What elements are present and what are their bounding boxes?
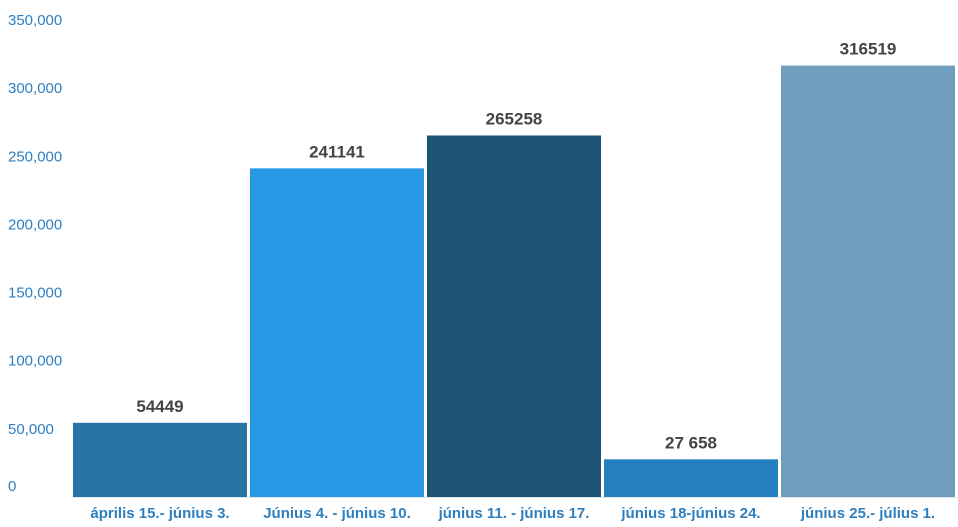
y-tick-label: 100,000	[8, 353, 62, 370]
bar	[781, 65, 955, 497]
bar	[427, 135, 601, 497]
bar	[73, 422, 247, 497]
bar-value-label: 265258	[486, 109, 543, 128]
y-tick-label: 300,000	[8, 80, 62, 97]
y-tick-label: 350,000	[8, 12, 62, 29]
y-tick-label: 0	[8, 478, 16, 495]
x-tick-label: június 11. - június 17.	[438, 505, 590, 522]
bar	[250, 168, 424, 498]
x-tick-label: június 18-június 24.	[620, 505, 760, 522]
x-axis: április 15.- június 3. Június 4. - június…	[73, 497, 958, 522]
bar-value-label: 316519	[840, 40, 897, 59]
bars	[73, 65, 955, 498]
x-tick-label: április 15.- június 3.	[90, 505, 229, 522]
bar-value-label: 27 658	[665, 433, 717, 452]
bar-value-label: 241141	[309, 142, 365, 161]
y-tick-label: 250,000	[8, 148, 62, 165]
x-tick-label: június 25.- július 1.	[800, 505, 935, 522]
bar	[604, 459, 778, 497]
data-labels: 54449 241141 265258 27 658 316519	[136, 40, 896, 453]
y-axis: 0 50,000 100,000 150,000 200,000 250,000 300,0…	[8, 12, 62, 495]
x-tick-label: Június 4. - június 10.	[263, 505, 411, 522]
bar-value-label: 54449	[136, 397, 183, 416]
y-tick-label: 50,000	[8, 421, 54, 438]
y-tick-label: 150,000	[8, 285, 62, 302]
y-tick-label: 200,000	[8, 216, 62, 233]
